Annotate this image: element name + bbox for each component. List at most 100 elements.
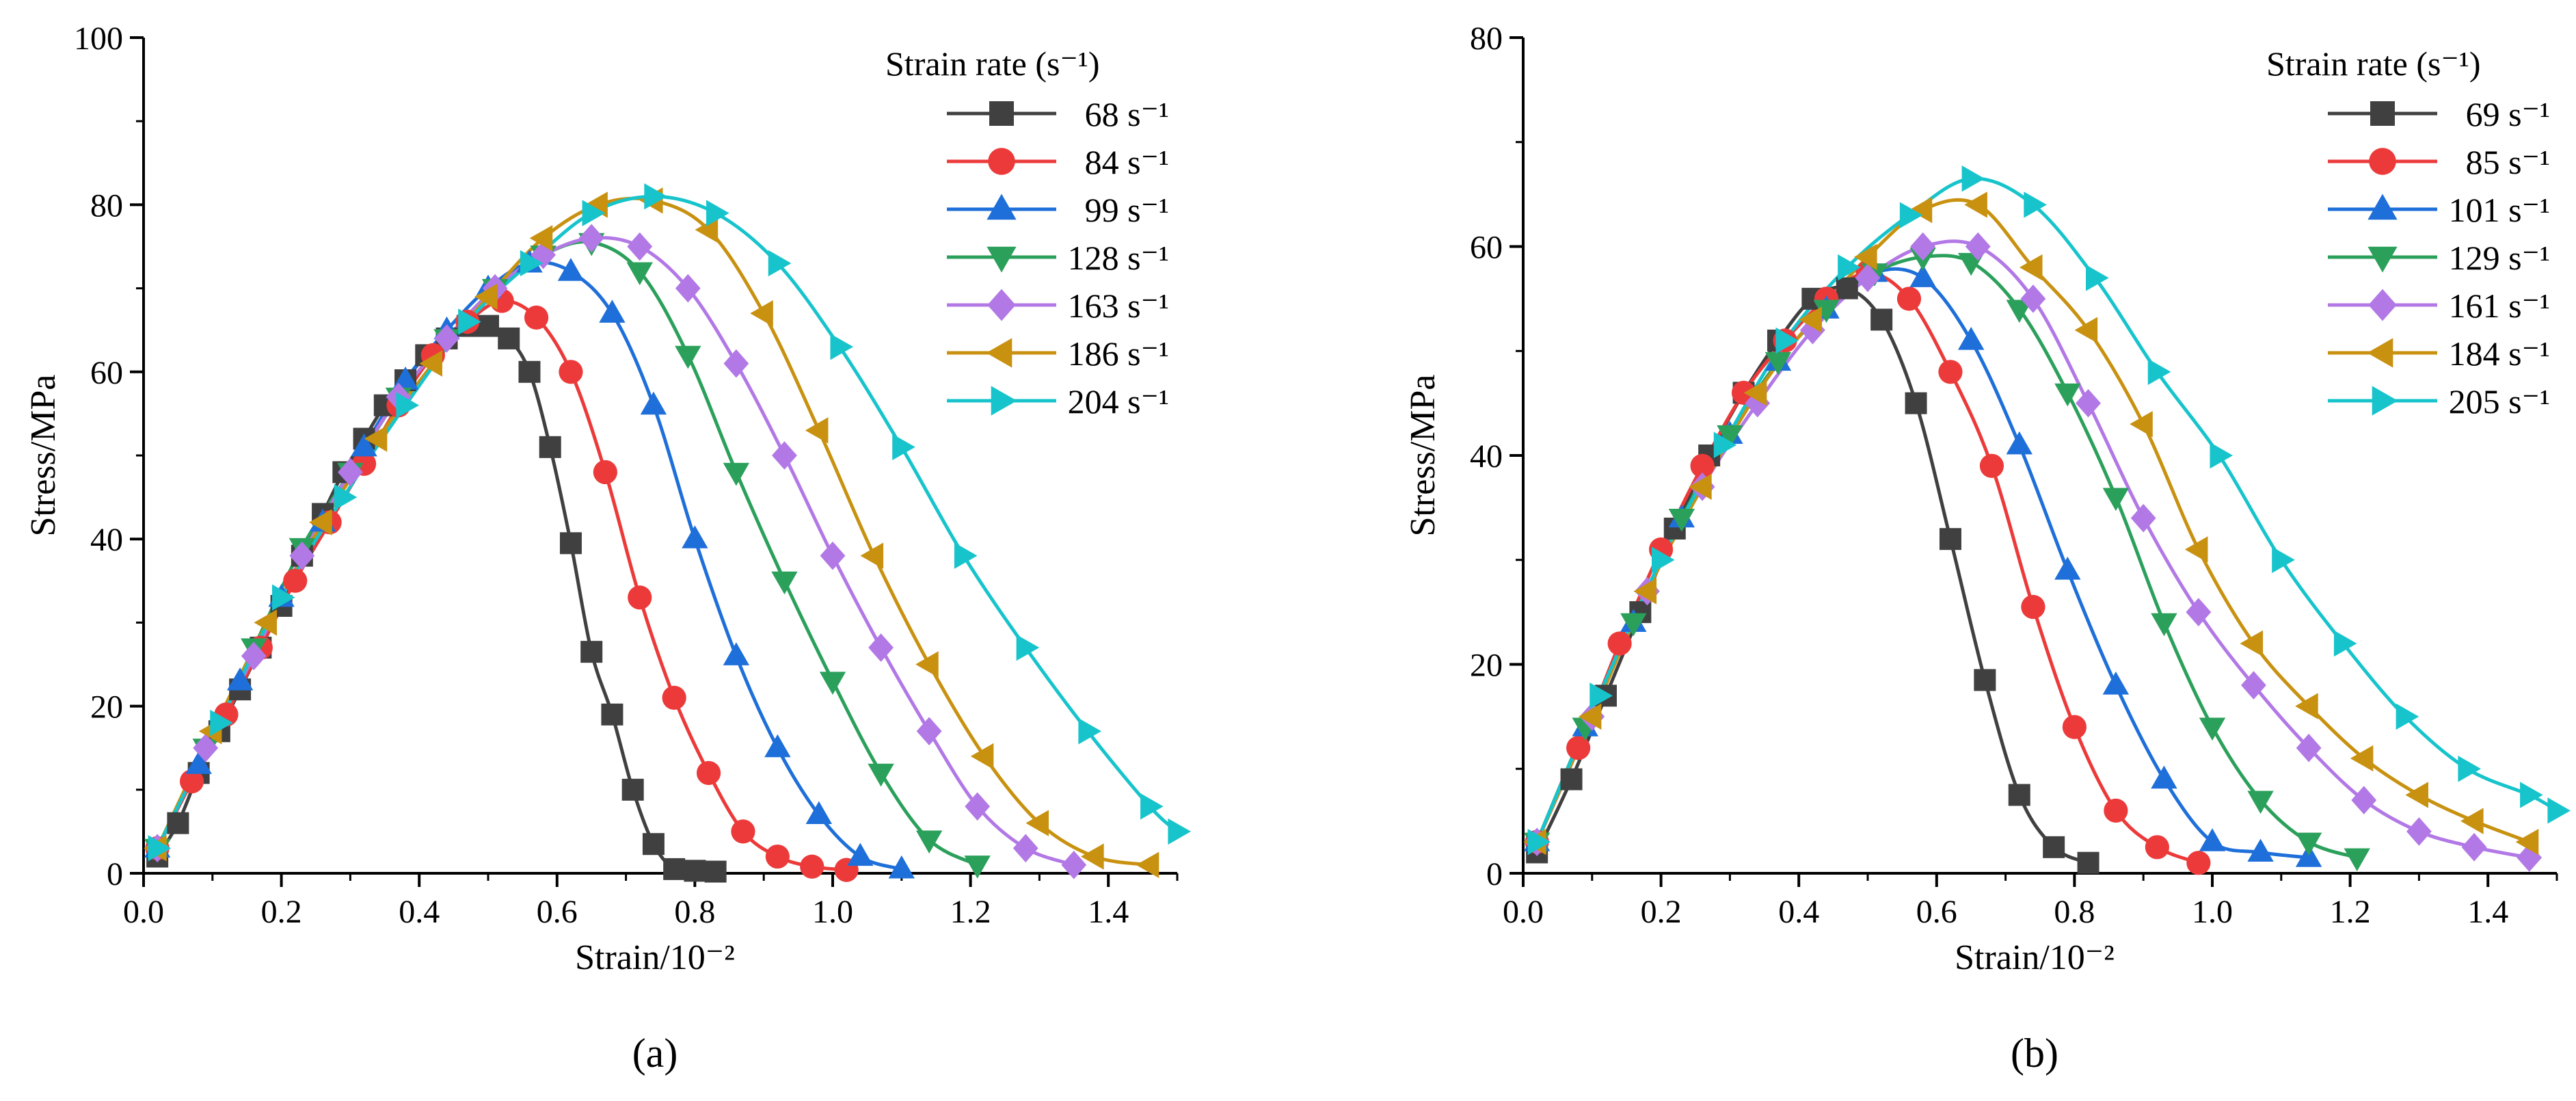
data-point xyxy=(888,855,915,879)
series-line xyxy=(1535,285,2089,865)
data-point xyxy=(2520,782,2543,808)
y-tick-label: 100 xyxy=(74,21,123,57)
x-axis-title: Strain/10⁻² xyxy=(575,938,735,977)
data-point xyxy=(1652,546,1675,573)
data-point xyxy=(1578,703,1602,730)
data-point xyxy=(2406,817,2432,846)
y-tick-label: 40 xyxy=(90,522,123,558)
data-point xyxy=(1620,613,1647,637)
series-84-group xyxy=(155,299,847,872)
data-point xyxy=(2151,613,2177,637)
data-point xyxy=(1799,315,1825,345)
data-point xyxy=(2104,798,2128,823)
data-point xyxy=(627,232,653,261)
data-point xyxy=(1899,202,1923,228)
data-point xyxy=(557,258,585,281)
legend-marker xyxy=(2367,338,2393,368)
data-point xyxy=(2210,442,2233,469)
data-point xyxy=(419,350,442,377)
data-point xyxy=(2043,836,2065,858)
data-point xyxy=(868,763,894,787)
series-markers xyxy=(1527,165,2571,855)
data-point xyxy=(520,250,544,277)
x-tick-label: 1.0 xyxy=(812,894,853,930)
data-point xyxy=(628,585,652,610)
series-line xyxy=(155,299,847,872)
data-point xyxy=(820,541,846,570)
data-point xyxy=(2199,828,2226,851)
y-tick-label: 20 xyxy=(1470,648,1503,684)
series-99-group xyxy=(155,260,902,871)
legend-marker xyxy=(2368,289,2397,321)
data-point xyxy=(1855,263,1881,293)
legend-label: 101 s⁻¹ xyxy=(2449,191,2550,229)
data-point xyxy=(518,360,541,383)
data-point xyxy=(2145,835,2169,860)
data-point xyxy=(750,300,773,327)
data-point xyxy=(765,844,790,869)
legend-title: Strain rate (s⁻¹) xyxy=(885,44,1100,83)
data-point xyxy=(675,345,701,369)
data-point xyxy=(805,801,833,825)
legend-label: 84 s⁻¹ xyxy=(1085,143,1169,181)
data-point xyxy=(1560,768,1583,791)
data-point xyxy=(226,667,254,691)
legend-label: 163 s⁻¹ xyxy=(1068,287,1169,325)
x-tick-label: 0.6 xyxy=(537,894,578,930)
data-point xyxy=(2054,557,2081,580)
data-point xyxy=(2076,388,2101,418)
legend-marker xyxy=(2372,386,2398,416)
y-tick-label: 60 xyxy=(90,355,123,391)
data-point xyxy=(396,392,420,419)
data-point xyxy=(1964,191,1987,218)
data-point xyxy=(272,584,295,611)
data-point xyxy=(2247,838,2274,862)
data-point xyxy=(2333,630,2357,657)
data-point xyxy=(1566,736,1591,760)
data-point xyxy=(477,315,499,337)
data-point xyxy=(662,685,686,710)
data-point xyxy=(289,541,315,570)
data-point xyxy=(640,391,667,415)
x-tick-label: 0.0 xyxy=(1503,894,1544,930)
data-point xyxy=(868,633,894,662)
x-tick-label: 1.4 xyxy=(1088,894,1129,930)
data-point xyxy=(179,769,204,794)
legend-marker xyxy=(988,148,1015,175)
legend-label: 184 s⁻¹ xyxy=(2449,334,2550,373)
chart-panel-a: 0.0 0.2 0.4 0.6 0.8 1.0 1.2 1.4 0 20 40 60 80 100 Stra… xyxy=(24,21,1191,1076)
data-point xyxy=(723,462,750,486)
y-tick-label: 80 xyxy=(1470,21,1503,57)
data-point xyxy=(1958,326,1985,350)
data-point xyxy=(2247,791,2274,814)
data-point xyxy=(916,717,942,746)
legend-label: 68 s⁻¹ xyxy=(1085,95,1169,133)
data-point xyxy=(2517,843,2543,872)
data-point xyxy=(764,734,791,758)
data-point xyxy=(1909,264,1936,287)
data-point xyxy=(1745,388,1771,418)
panel-label: (a) xyxy=(632,1031,678,1076)
x-tick-label: 1.4 xyxy=(2467,894,2508,930)
data-point xyxy=(458,308,481,335)
data-point xyxy=(524,305,549,330)
legend-label: 128 s⁻¹ xyxy=(1068,239,1169,277)
data-point xyxy=(2272,546,2295,573)
x-tick-label: 1.2 xyxy=(2330,894,2371,930)
data-point xyxy=(1765,351,1792,375)
data-point xyxy=(2396,703,2419,730)
data-point xyxy=(644,183,667,210)
data-point xyxy=(2351,786,2377,814)
data-point xyxy=(241,641,267,671)
y-tick-label: 0 xyxy=(1486,856,1503,892)
x-tick-label: 1.0 xyxy=(2192,894,2233,930)
x-tick-label: 0.2 xyxy=(261,894,302,930)
data-point xyxy=(1717,425,1743,449)
data-point xyxy=(529,225,553,252)
data-point xyxy=(148,835,172,862)
data-point xyxy=(1061,850,1087,879)
y-tick-label: 60 xyxy=(1470,230,1503,266)
data-point xyxy=(1939,528,1961,550)
